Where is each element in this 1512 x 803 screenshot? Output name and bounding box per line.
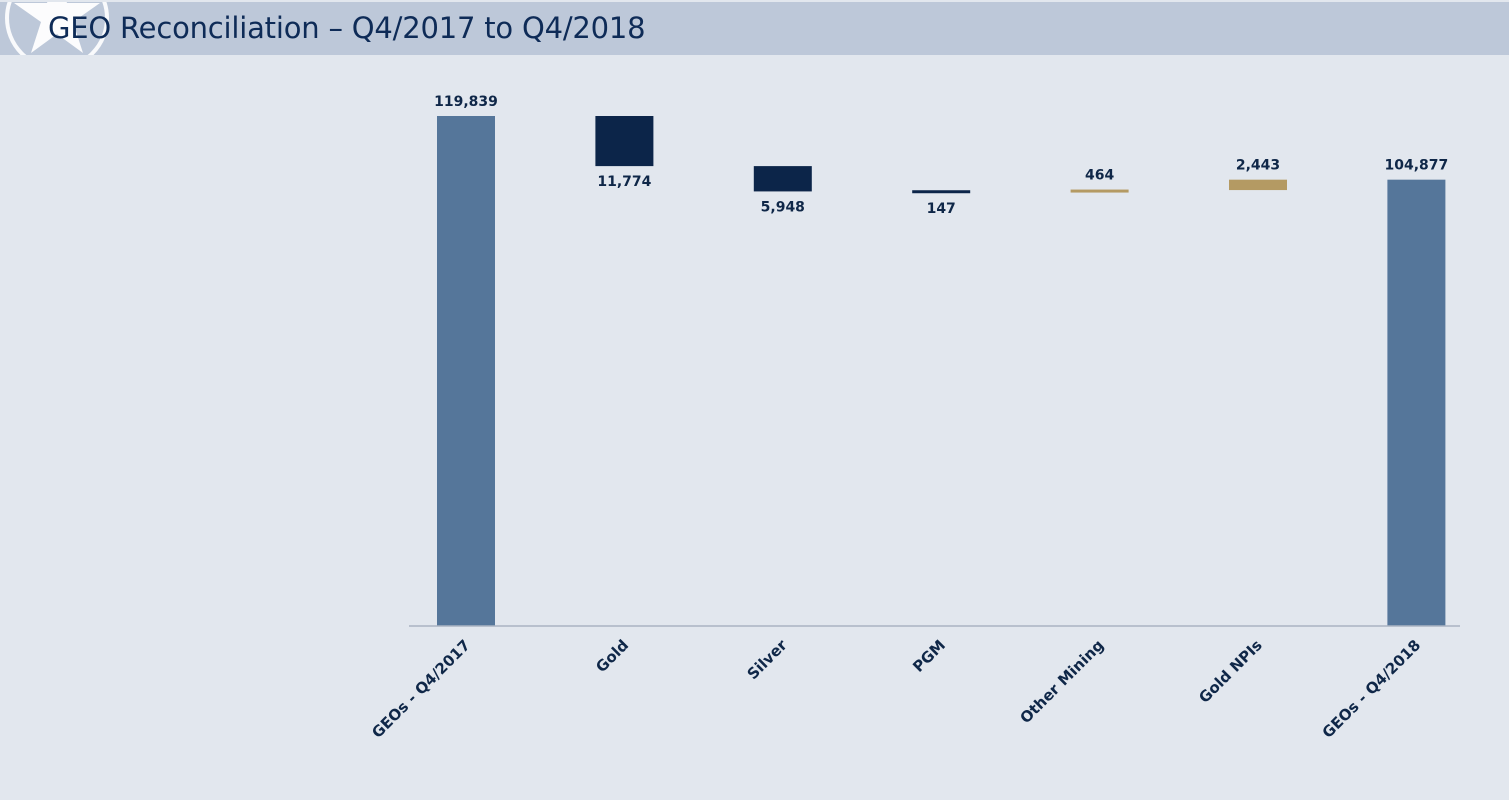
- slide-edge-right: [1509, 0, 1512, 803]
- value-label-geos-q4-2018: 104,877: [1385, 158, 1449, 174]
- bar-gold: [595, 116, 654, 167]
- value-label-pgm: 147: [927, 201, 956, 217]
- category-label-other-mining: Other Mining: [1016, 636, 1107, 727]
- bars-group: [437, 116, 1446, 626]
- category-labels-group: GEOs - Q4/2017 Gold Silver PGM Other Mining G…: [368, 636, 1424, 742]
- category-label-silver: Silver: [744, 636, 791, 683]
- category-label-gold: Gold: [592, 636, 632, 676]
- bar-gold-npis: [1229, 179, 1287, 191]
- slide-edge-bottom: [0, 800, 1512, 803]
- category-label-pgm: PGM: [909, 636, 949, 676]
- title-bar: GEO Reconciliation – Q4/2017 to Q4/2018: [0, 2, 1509, 55]
- bar-geos-q4-2017: [437, 116, 495, 626]
- value-label-silver: 5,948: [761, 199, 805, 215]
- bar-pgm: [912, 190, 971, 194]
- bar-other-mining: [1070, 189, 1129, 193]
- bar-silver: [753, 166, 812, 192]
- category-label-geos-q4-2018: GEOs - Q4/2018: [1319, 636, 1425, 742]
- value-label-other-mining: 464: [1085, 168, 1114, 184]
- value-labels-group: 119,839 11,774 5,948 147 464 2,443 104,877: [434, 94, 1448, 217]
- category-label-geos-q4-2017: GEOs - Q4/2017: [368, 636, 474, 742]
- bar-geos-q4-2018: [1387, 179, 1446, 626]
- value-label-gold: 11,774: [597, 174, 651, 190]
- value-label-gold-npis: 2,443: [1236, 158, 1280, 174]
- value-label-geos-q4-2017: 119,839: [434, 94, 498, 110]
- star-logo-icon: [5, 2, 109, 55]
- category-label-gold-npis: Gold NPIs: [1195, 636, 1266, 707]
- page-title: GEO Reconciliation – Q4/2017 to Q4/2018: [48, 11, 646, 45]
